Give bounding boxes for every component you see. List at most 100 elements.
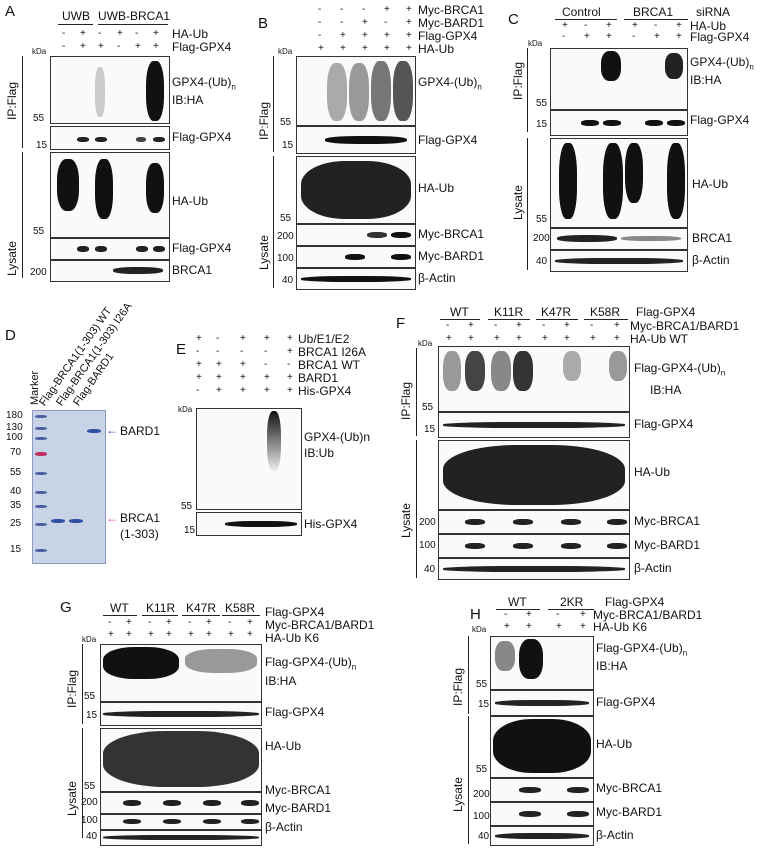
panel-b-letter: B [258,15,269,32]
blot-h-ub [490,636,594,690]
mark: + [504,621,510,632]
mw-marker: 200 [81,797,98,808]
mark: - [188,617,192,628]
blot-b-haub [296,156,416,224]
mark: - [148,617,152,628]
mark: + [80,41,86,52]
mark: + [216,385,222,396]
mark: - [135,28,139,39]
mw-marker: 55 [476,679,488,690]
mark: + [676,31,682,42]
mw-marker: 15 [282,140,294,151]
mark: + [287,333,293,344]
blot-f-ub [438,346,630,412]
mark: - [117,41,121,52]
panel-h-letter: H [470,606,481,623]
blot-g-haub [100,728,262,792]
row-label: Myc-BRCA1/BARD1 [630,319,740,333]
mark: + [264,372,270,383]
mark: + [606,31,612,42]
row-label: Myc-BRCA1/BARD1 [265,618,375,632]
mw-marker: 55 [476,764,488,775]
group-label: WT [110,601,129,615]
mark: + [240,333,246,344]
mw-marker: 15 [424,424,436,435]
mark: + [406,43,412,54]
kda-label: kDa [278,47,293,56]
band-label: HA-Ub [265,739,302,753]
mw-marker: 200 [473,789,490,800]
arrow-label: BARD1 [120,424,161,438]
band-label: β-Actin [692,253,730,267]
band-label: HA-Ub [692,177,729,191]
band-label: Flag-GPX4-(Ub)n [634,361,726,378]
blot-e-ub [196,408,302,510]
band-label: BRCA1 [692,231,733,245]
lysate-label: Lysate [399,503,413,538]
mark: + [676,20,682,31]
blot-h-actin [490,826,594,846]
mark: + [362,43,368,54]
arrow-icon: ← [106,423,118,437]
blot-b-actin [296,268,416,290]
mark: - [446,320,450,331]
mark: + [216,359,222,370]
mark: + [406,4,412,15]
mw-marker: 40 [10,486,22,497]
blot-a-flag [50,126,170,150]
mw-marker: 100 [6,432,23,443]
blot-b-ub [296,56,416,126]
band-label: Flag-GPX4 [172,130,232,144]
mw-marker: 100 [277,253,294,264]
mark: - [494,320,498,331]
mark: - [384,17,388,28]
mark: + [264,385,270,396]
mark: + [126,617,132,628]
mark: + [468,333,474,344]
mark: - [504,609,508,620]
arrow-icon: ← [106,511,118,525]
band-label: Myc-BRCA1 [634,514,701,528]
mark: + [446,333,452,344]
blot-b-mycbrca1 [296,224,416,246]
mark: + [287,372,293,383]
mark: + [228,629,234,640]
blot-g-flag [100,702,262,726]
blot-a-flag-lysate [50,238,170,260]
blot-f-actin [438,558,630,580]
row-label: Flag-GPX4 [690,30,750,44]
mark: - [318,4,322,15]
mark: + [564,320,570,331]
mark: + [468,320,474,331]
row-label: HA-Ub [690,19,727,33]
mark: + [240,385,246,396]
row-label: BRCA1 I26A [298,345,367,359]
panel-c-letter: C [508,11,519,28]
row-label: His-GPX4 [298,384,352,398]
mark: + [135,41,141,52]
mark: - [287,359,291,370]
mark: - [632,31,636,42]
mark: + [590,333,596,344]
mark: + [287,346,293,357]
mark: - [264,359,268,370]
mark: - [340,4,344,15]
band-label: GPX4-(Ub)n [304,430,371,444]
group-label: K47R [186,601,217,615]
row-label: BARD1 [298,371,339,385]
mark: - [362,4,366,15]
mark: + [153,28,159,39]
mw-marker: 55 [33,113,45,124]
panel-a-group-right: UWB-BRCA1 [98,9,171,23]
mark: + [614,333,620,344]
band-label: Flag-GPX4 [418,133,478,147]
band-label: Flag-GPX4-(Ub)n [265,655,357,672]
mark: - [562,31,566,42]
mark: + [206,617,212,628]
band-label: Myc-BRCA1 [596,781,663,795]
lysate-label: Lysate [257,235,271,270]
row-label: Myc-BRCA1 [418,3,485,17]
group-label: WT [508,595,527,609]
band-label: Flag-GPX4 [265,705,325,719]
mw-marker: 15 [86,710,98,721]
